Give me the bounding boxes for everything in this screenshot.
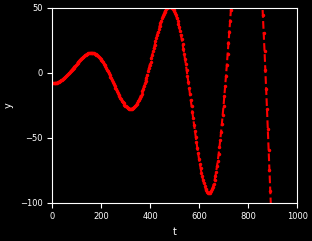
X-axis label: t: t (173, 227, 177, 237)
Y-axis label: y: y (4, 102, 14, 108)
